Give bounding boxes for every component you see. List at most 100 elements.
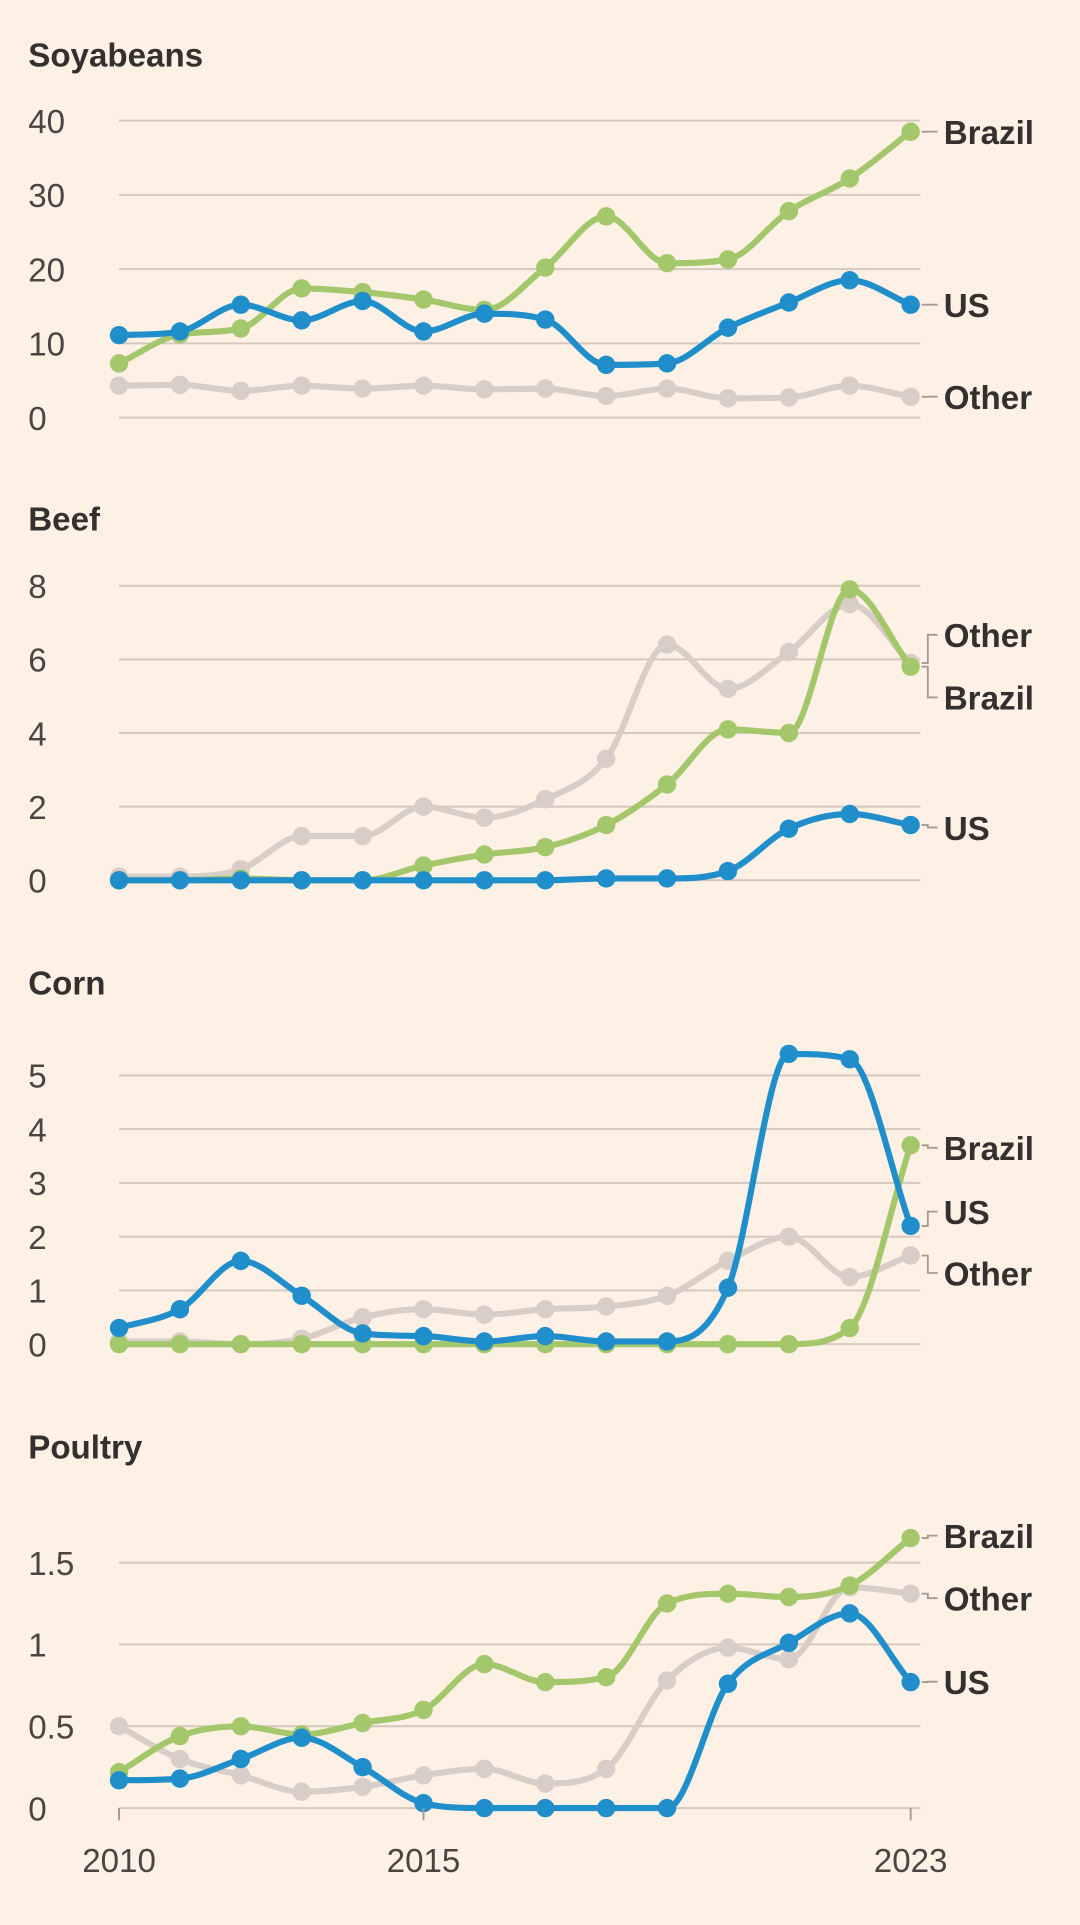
- data-point-other: [353, 1777, 372, 1797]
- data-point-us: [657, 1332, 677, 1351]
- data-point-other: [840, 376, 859, 395]
- data-point-brazil: [840, 169, 859, 188]
- series-label-other: Other: [944, 1256, 1032, 1293]
- series-line-us: [118, 1050, 914, 1345]
- series-label-brazil: Brazil: [944, 1131, 1034, 1168]
- panel-poultry: Poultry 0 0.5 1 1.5 Other Brazil US 2010 2015 2023: [28, 1429, 1034, 1880]
- series-label-other: Other: [944, 618, 1032, 655]
- data-point-brazil: [901, 1136, 920, 1155]
- series-label-us: US: [944, 1195, 990, 1232]
- data-point-us: [657, 1798, 677, 1818]
- data-point-brazil: [475, 845, 494, 864]
- data-point-us: [718, 318, 738, 337]
- data-point-us: [292, 1286, 311, 1306]
- data-point-us: [657, 354, 677, 373]
- data-point-brazil: [840, 1576, 859, 1595]
- panel-beef: Beef 0 2 4 6 8 Other Brazil US: [28, 502, 1034, 901]
- series-label-brazil: Brazil: [944, 681, 1034, 718]
- y-tick-label: 4: [28, 716, 46, 753]
- data-point-other: [779, 642, 799, 662]
- data-point-brazil: [718, 250, 738, 269]
- x-tick-label: 2023: [874, 1843, 948, 1880]
- data-point-us: [901, 1672, 920, 1692]
- data-point-us: [292, 1728, 311, 1747]
- data-point-us: [109, 325, 129, 345]
- data-point-us: [292, 871, 311, 890]
- data-point-other: [779, 1227, 799, 1246]
- data-point-us: [536, 310, 555, 329]
- data-point-brazil: [292, 279, 311, 298]
- data-point-brazil: [231, 1717, 251, 1736]
- y-tick-label: 4: [28, 1112, 46, 1149]
- data-point-other: [475, 380, 494, 399]
- y-tick-label: 0: [28, 401, 46, 438]
- y-tick-label: 10: [28, 327, 65, 364]
- data-point-us: [779, 293, 799, 312]
- data-point-us: [596, 1798, 616, 1818]
- label-connector: [921, 665, 938, 699]
- label-connector: [921, 824, 938, 829]
- panel-title: Beef: [28, 502, 101, 539]
- data-point-other: [901, 1246, 920, 1265]
- data-point-us: [109, 871, 129, 890]
- data-point-us: [475, 304, 494, 323]
- data-point-brazil: [231, 319, 251, 338]
- data-point-us: [475, 1798, 494, 1818]
- data-point-brazil: [718, 1584, 738, 1603]
- data-point-other: [536, 1774, 555, 1793]
- data-point-us: [353, 1324, 372, 1343]
- y-tick-label: 0: [28, 1791, 46, 1828]
- data-point-brazil: [109, 1334, 129, 1354]
- data-point-us: [718, 1674, 738, 1693]
- data-point-brazil: [718, 720, 738, 739]
- data-point-other: [292, 376, 311, 395]
- series-label-us: US: [944, 288, 990, 325]
- data-point-other: [231, 1766, 251, 1785]
- data-point-brazil: [840, 580, 859, 599]
- data-point-other: [596, 749, 616, 768]
- data-point-us: [840, 804, 859, 824]
- data-point-brazil: [779, 1587, 799, 1607]
- data-point-us: [840, 1050, 859, 1069]
- series-label-other: Other: [944, 380, 1032, 417]
- data-point-brazil: [414, 290, 433, 309]
- y-tick-label: 2: [28, 1220, 46, 1257]
- data-point-us: [840, 1604, 859, 1623]
- data-point-brazil: [475, 1654, 494, 1674]
- data-point-brazil: [414, 1700, 433, 1720]
- data-point-us: [414, 871, 433, 890]
- data-point-us: [779, 1044, 799, 1064]
- data-point-us: [414, 1793, 433, 1813]
- data-point-other: [718, 1638, 738, 1657]
- data-point-other: [353, 1308, 372, 1327]
- data-point-brazil: [901, 657, 920, 676]
- data-point-other: [536, 379, 555, 398]
- data-point-other: [536, 1300, 555, 1319]
- label-connector: [921, 1144, 938, 1149]
- data-point-other: [718, 389, 738, 408]
- data-point-brazil: [779, 723, 799, 743]
- data-point-us: [718, 1278, 738, 1297]
- data-point-brazil: [109, 354, 129, 373]
- data-point-us: [536, 1326, 555, 1346]
- data-point-other: [292, 1782, 311, 1801]
- data-point-us: [901, 1216, 920, 1236]
- y-tick-label: 1: [28, 1274, 46, 1311]
- data-point-brazil: [414, 856, 433, 875]
- data-point-brazil: [292, 1334, 311, 1354]
- data-point-us: [231, 1251, 251, 1271]
- data-point-other: [414, 797, 433, 816]
- data-point-brazil: [718, 1334, 738, 1354]
- data-point-us: [170, 1300, 190, 1319]
- y-tick-label: 6: [28, 643, 46, 680]
- y-tick-label: 1.5: [28, 1546, 74, 1583]
- data-point-other: [475, 1305, 494, 1324]
- data-point-brazil: [536, 258, 555, 277]
- data-point-other: [231, 381, 251, 401]
- data-point-other: [901, 387, 920, 407]
- data-point-brazil: [779, 1334, 799, 1354]
- data-point-brazil: [657, 1594, 677, 1613]
- data-point-us: [596, 869, 616, 888]
- data-point-us: [718, 861, 738, 881]
